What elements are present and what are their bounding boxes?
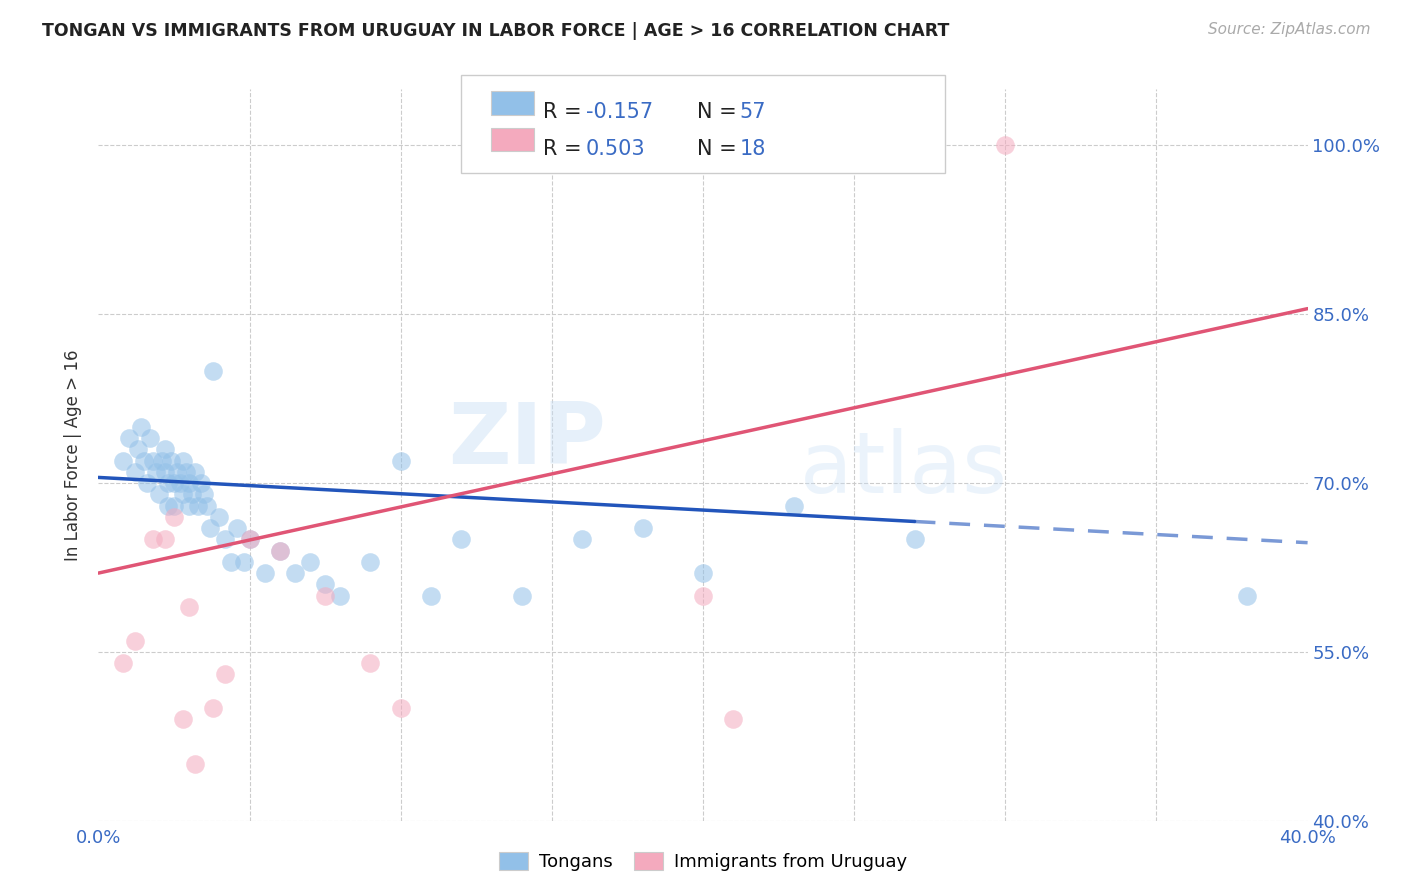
Point (169, 476, 191, 491)
Text: 0.503: 0.503 (586, 139, 645, 159)
Point (145, 465, 167, 479)
Point (179, 499, 201, 513)
FancyBboxPatch shape (492, 128, 534, 152)
Point (153, 442, 176, 457)
Point (329, 589, 352, 603)
Point (239, 533, 262, 547)
Point (135, 476, 157, 491)
Point (360, 656, 382, 670)
Y-axis label: In Labor Force | Age > 16: In Labor Force | Age > 16 (65, 349, 83, 561)
Point (187, 499, 209, 513)
Point (214, 667, 236, 681)
Point (172, 487, 194, 501)
Point (172, 712, 194, 726)
Point (994, 138, 1017, 153)
Point (208, 509, 231, 524)
Point (631, 521, 654, 535)
Point (184, 757, 207, 772)
Point (179, 599, 201, 614)
Point (184, 465, 207, 479)
Text: R =: R = (543, 103, 589, 122)
Point (221, 555, 243, 569)
FancyBboxPatch shape (461, 75, 945, 173)
Point (124, 633, 146, 648)
Point (118, 431, 141, 445)
Point (193, 487, 215, 501)
Point (179, 476, 201, 491)
Point (153, 533, 176, 547)
Point (510, 589, 533, 603)
Point (202, 363, 225, 377)
Point (389, 453, 412, 467)
Point (139, 431, 162, 445)
Point (389, 701, 412, 715)
Point (202, 701, 225, 715)
Point (904, 533, 927, 547)
Point (299, 555, 322, 569)
Text: ZIP: ZIP (449, 399, 606, 482)
Point (692, 589, 714, 603)
Point (111, 656, 134, 670)
Point (132, 453, 155, 467)
Point (195, 499, 218, 513)
Point (124, 465, 146, 479)
Point (450, 533, 472, 547)
Point (156, 499, 179, 513)
Point (253, 566, 276, 580)
Point (783, 499, 806, 513)
Point (163, 499, 186, 513)
Point (150, 453, 173, 467)
Text: TONGAN VS IMMIGRANTS FROM URUGUAY IN LABOR FORCE | AGE > 16 CORRELATION CHART: TONGAN VS IMMIGRANTS FROM URUGUAY IN LAB… (42, 22, 949, 40)
FancyBboxPatch shape (492, 91, 534, 115)
Legend: Tongans, Immigrants from Uruguay: Tongans, Immigrants from Uruguay (492, 845, 914, 879)
Point (1236, 589, 1258, 603)
Text: 18: 18 (740, 139, 766, 159)
Point (142, 533, 165, 547)
Text: Source: ZipAtlas.com: Source: ZipAtlas.com (1208, 22, 1371, 37)
Point (723, 712, 745, 726)
Point (172, 453, 194, 467)
Point (226, 521, 249, 535)
Point (269, 543, 291, 558)
Point (160, 453, 183, 467)
Point (163, 509, 186, 524)
Text: N =: N = (697, 103, 744, 122)
Point (314, 577, 336, 591)
Point (111, 453, 134, 467)
Point (214, 533, 236, 547)
Point (692, 566, 714, 580)
Text: -0.157: -0.157 (586, 103, 652, 122)
Point (269, 543, 291, 558)
Point (156, 476, 179, 491)
Point (239, 533, 262, 547)
Point (163, 476, 186, 491)
Point (148, 487, 170, 501)
Point (153, 465, 176, 479)
Point (142, 453, 165, 467)
Text: N =: N = (697, 139, 744, 159)
Point (200, 521, 222, 535)
Point (166, 465, 188, 479)
Point (571, 533, 593, 547)
Point (190, 476, 212, 491)
Point (181, 487, 204, 501)
Point (284, 566, 307, 580)
Point (232, 555, 254, 569)
Point (129, 419, 152, 434)
Text: R =: R = (543, 139, 589, 159)
Point (174, 465, 197, 479)
Point (314, 589, 336, 603)
Point (420, 589, 443, 603)
Point (360, 555, 382, 569)
Text: atlas: atlas (800, 428, 1008, 511)
Text: 57: 57 (740, 103, 766, 122)
Point (127, 442, 149, 457)
